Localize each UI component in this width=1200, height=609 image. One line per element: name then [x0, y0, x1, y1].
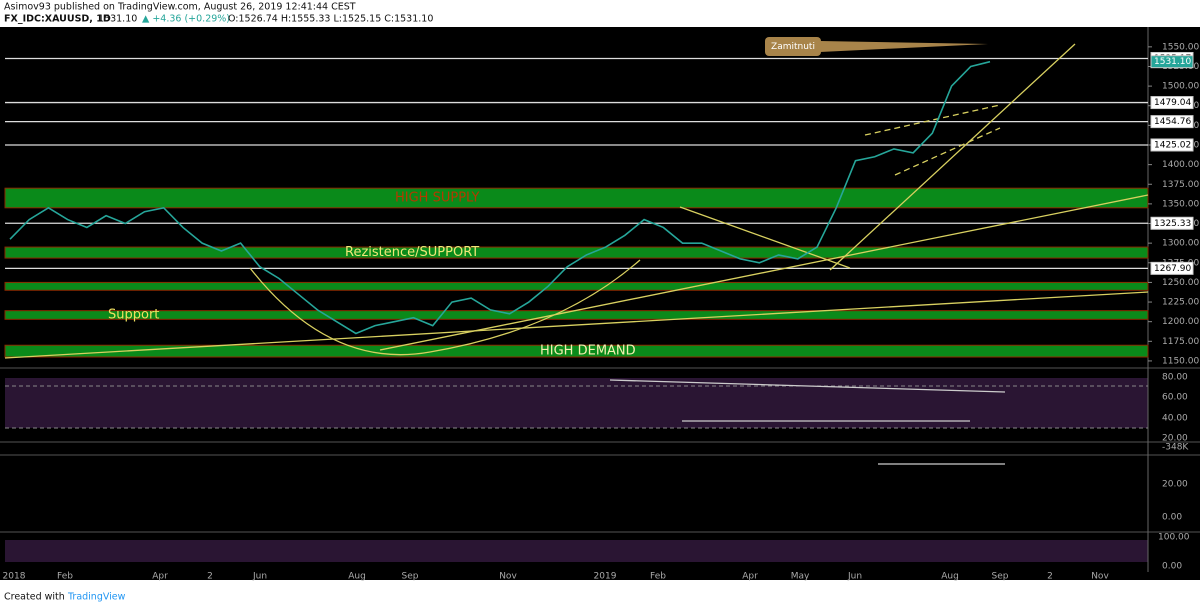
x-tick-label: Feb [57, 572, 73, 582]
trendline [829, 43, 1076, 271]
x-tick-label: 2 [207, 572, 213, 582]
x-tick-label: 2018 [3, 572, 26, 582]
x-tick-label: Nov [499, 572, 517, 582]
y-tick-label: 1250.00 [1162, 278, 1199, 288]
trendline [379, 194, 1149, 351]
indicator-axis: 80.00 60.00 40.00 20.00 -348K 20.00 0.00… [1158, 373, 1190, 572]
y-tick-label: 1225.00 [1162, 298, 1199, 308]
annotation-box [765, 37, 821, 56]
level-label: 1454.76 [1154, 117, 1191, 127]
level-label: 1425.02 [1154, 140, 1191, 150]
x-tick-label: Aug [941, 572, 959, 582]
zone [4, 310, 1149, 320]
bowl-curve [249, 259, 641, 356]
stoch-band [5, 540, 1148, 562]
level-box [1150, 55, 1194, 69]
x-tick-label: Jun [847, 572, 862, 582]
trendline [4, 291, 1149, 359]
level-label: 1267.90 [1154, 264, 1191, 274]
macd-tick: 0.00 [1162, 513, 1182, 523]
x-tick-label: Aug [348, 572, 366, 582]
footer-brand[interactable]: TradingView [67, 592, 126, 603]
x-tick-label: Nov [1091, 572, 1109, 582]
symbol: FX_IDC:XAUUSD, 1D [4, 14, 111, 25]
last-price: 1531.10 [98, 14, 137, 25]
level-box [1150, 261, 1194, 275]
annotation: Zamitnuti [771, 42, 815, 52]
rsi-tick: 40.00 [1162, 414, 1188, 424]
stoch-tick: 100.00 [1158, 533, 1190, 543]
y-tick-label: 1200.00 [1162, 317, 1199, 327]
rsi-tick: 60.00 [1162, 393, 1188, 403]
stoch-tick: 0.00 [1162, 562, 1182, 572]
x-tick-label: Apr [152, 572, 168, 582]
level-box [1150, 216, 1194, 230]
y-tick-label: 1550.00 [1162, 42, 1199, 52]
trendline [679, 206, 851, 269]
y-tick-label: 1500.00 [1162, 82, 1199, 92]
ohlc: O:1526.74 H:1555.33 L:1525.15 C:1531.10 [228, 14, 433, 25]
annotation-pointer [820, 41, 988, 52]
zone-label: Support [108, 307, 159, 322]
zone [4, 187, 1149, 209]
x-tick-label: Sep [992, 572, 1009, 582]
trendlines [4, 43, 1149, 465]
rsi-trendline [609, 379, 1006, 393]
channel [894, 127, 1001, 176]
footer-created: Created with [4, 592, 65, 603]
channel [864, 104, 1001, 136]
x-tick-label: Feb [650, 572, 666, 582]
level-label: 1479.04 [1154, 98, 1191, 108]
y-tick-label: 1150.00 [1162, 356, 1199, 366]
zone-label: HIGH SUPPLY [395, 191, 480, 206]
rsi-tick: 20.00 [1162, 434, 1188, 444]
x-tick-label: 2 [1047, 572, 1053, 582]
zone [4, 246, 1149, 259]
zone [4, 344, 1149, 358]
level-box [1150, 96, 1194, 110]
y-tick-label: 1350.00 [1162, 199, 1199, 209]
change: ▲ +4.36 (+0.29%) [142, 14, 230, 25]
price-line [9, 60, 991, 335]
x-tick-label: Jun [252, 572, 267, 582]
x-tick-label: Apr [742, 572, 758, 582]
level-label: 1325.33 [1154, 219, 1191, 229]
zone-label: HIGH DEMAND [540, 344, 636, 359]
x-tick-label: 2019 [594, 572, 617, 582]
x-tick-label: Sep [402, 572, 419, 582]
chart-bg [0, 27, 1200, 580]
y-tick-label: 1400.00 [1162, 160, 1199, 170]
y-tick-label: 1175.00 [1162, 337, 1199, 347]
publisher: Asimov93 published on TradingView.com, A… [4, 2, 356, 13]
rsi-tick: 80.00 [1162, 373, 1188, 383]
y-tick-label: 1300.00 [1162, 239, 1199, 249]
x-tick-label: May [791, 572, 810, 582]
volume-tick: -348K [1162, 443, 1189, 453]
y-tick-label: 1375.00 [1162, 180, 1199, 190]
level-box [1150, 115, 1194, 129]
level-label: 1531.10 [1154, 57, 1191, 67]
zone [4, 281, 1149, 291]
level-box [1150, 138, 1194, 152]
macd-tick: 20.00 [1162, 480, 1188, 490]
zone-label: Rezistence/SUPPORT [345, 245, 479, 260]
